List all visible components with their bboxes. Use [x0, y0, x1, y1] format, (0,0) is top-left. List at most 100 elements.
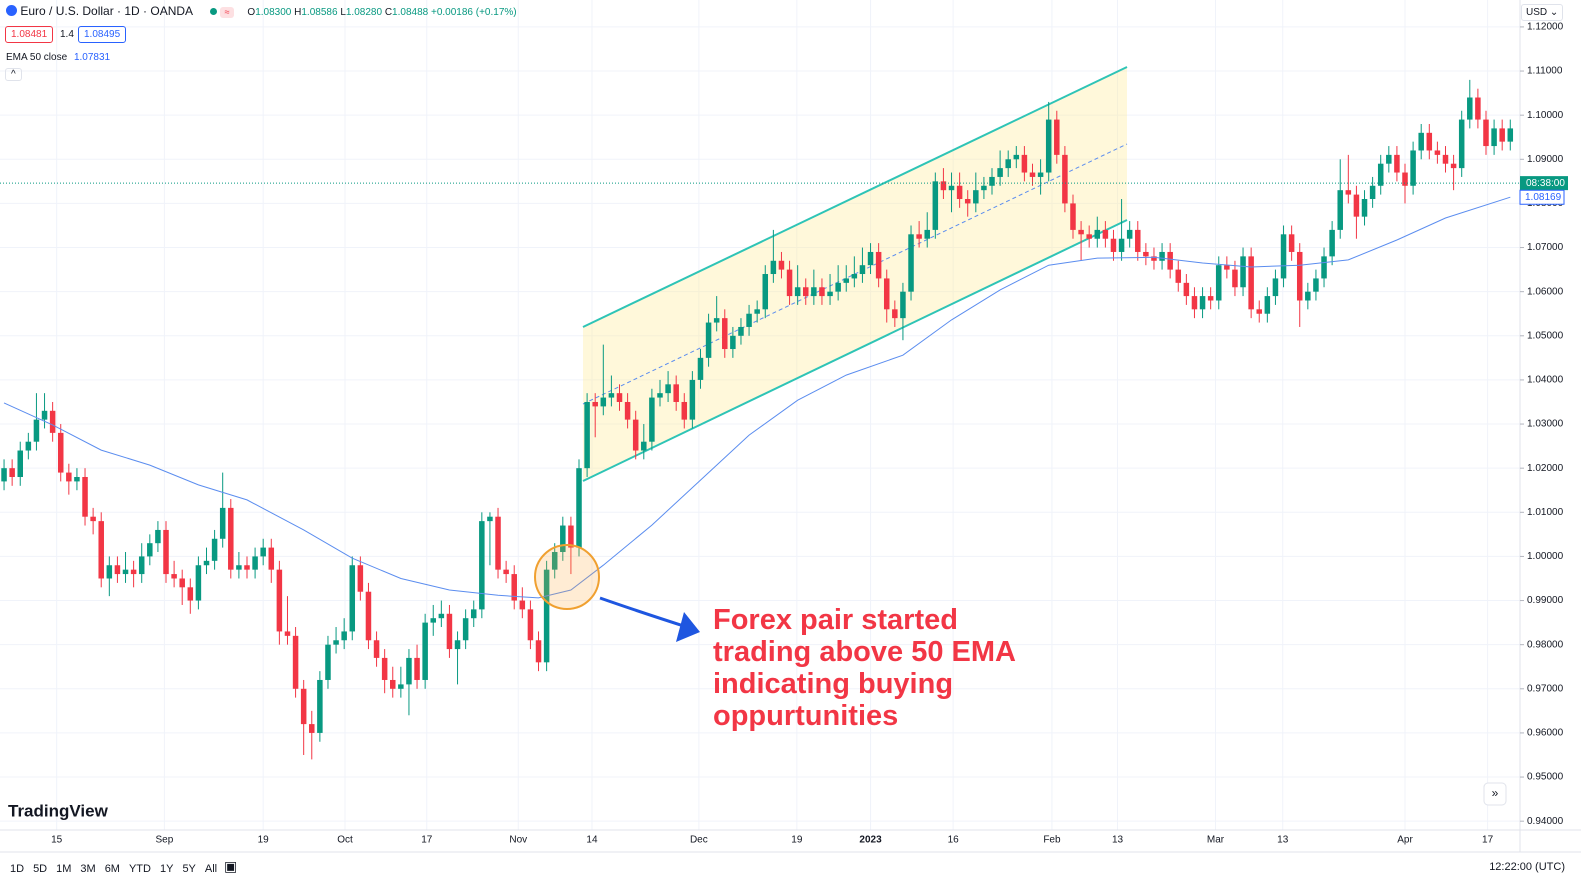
annotation-line: indicating buying [713, 668, 954, 700]
scroll-icon: » [1492, 786, 1499, 800]
y-tick-label: 1.07000 [1527, 242, 1564, 253]
candle-body [1135, 229, 1141, 252]
y-tick-label: 1.12000 [1527, 22, 1564, 33]
timeframe-button[interactable]: 1Y [159, 863, 174, 875]
candle-body [114, 565, 121, 575]
candle-body [438, 613, 445, 619]
y-tick-label: 1.06000 [1527, 286, 1564, 297]
candle-body [1143, 251, 1149, 257]
candle-body [1062, 154, 1068, 204]
x-tick-label: Apr [1397, 835, 1413, 846]
candle-body [738, 326, 744, 336]
l-value: 1.08280 [345, 7, 383, 18]
x-tick-label: Sep [155, 835, 173, 846]
candle-body [705, 322, 712, 358]
candle-body [964, 199, 971, 204]
timeframe-button[interactable]: 5Y [182, 863, 196, 875]
y-tick-label: 1.02000 [1527, 463, 1564, 474]
axes: 0.94000 0.95000 0.96000 0.97000 0.98000 0.990… [51, 22, 1568, 846]
candle-body [1361, 199, 1368, 217]
candle-body [203, 560, 210, 566]
candle-body [1054, 119, 1060, 155]
header: Euro / U.S. Dollar · 1D · OANDA ≈ O1.083… [6, 4, 517, 18]
y-tick-label: 0.94000 [1527, 816, 1564, 827]
date-range-button[interactable]: ▣ [224, 858, 238, 874]
candle-body [600, 397, 607, 407]
indicator-value: 1.07831 [73, 52, 111, 63]
timeframe-button[interactable]: All [204, 863, 218, 875]
candle-body [1321, 256, 1327, 279]
y-tick-label: 1.00000 [1527, 551, 1564, 562]
candle-body [422, 622, 428, 680]
market-status [209, 8, 217, 15]
clock: 12:22:00 (UTC) [1489, 861, 1565, 873]
candle-body [25, 441, 32, 451]
candle-body [252, 556, 258, 570]
o-value: 1.08300 [255, 7, 292, 18]
buy-button[interactable]: 1.08495 [78, 26, 127, 43]
candle-body [406, 657, 412, 685]
timeframe-button[interactable]: YTD [128, 863, 151, 875]
candle-body [519, 600, 526, 610]
candle-body [1013, 154, 1020, 160]
h-label: H [294, 7, 302, 18]
candle-body [1183, 282, 1190, 297]
candle-body [1337, 190, 1343, 230]
candle-body [284, 631, 291, 636]
candle-body [373, 640, 380, 658]
candle-body [1191, 296, 1198, 310]
highlight-circle [534, 544, 600, 610]
candle-body [1078, 229, 1084, 235]
y-tick-label: 1.10000 [1527, 110, 1564, 121]
timeframe-button[interactable]: 1M [56, 863, 72, 875]
candle-body [33, 419, 40, 442]
currency-button[interactable]: USD ⌄ [1521, 4, 1564, 21]
candle-body [859, 265, 866, 275]
x-tick-label: 17 [421, 835, 433, 846]
candle-body [584, 401, 590, 469]
candle-body [989, 176, 995, 186]
candle-body [1094, 229, 1101, 239]
candle-body [1410, 150, 1416, 186]
candle-body [568, 525, 574, 548]
scroll-button[interactable] [1483, 782, 1507, 806]
candle-body [1216, 265, 1222, 301]
symbol-title[interactable]: Euro / U.S. Dollar · 1D · OANDA [20, 4, 193, 18]
candle-body [1118, 238, 1125, 252]
candle-body [1386, 154, 1392, 164]
timeframe-button[interactable]: 3M [80, 863, 96, 875]
candle-body [98, 521, 104, 579]
candle-body [357, 565, 364, 592]
x-tick-label: Oct [337, 835, 353, 846]
candle-body [1353, 194, 1360, 217]
candle-body [835, 282, 841, 292]
candle-body [1256, 309, 1262, 314]
candle-body [1167, 251, 1173, 270]
candle-body [1248, 256, 1254, 310]
x-tick-label: 2023 [859, 835, 882, 846]
candle-body [1450, 163, 1457, 169]
candle-body [1070, 203, 1076, 230]
collapse-button[interactable]: ^ [5, 68, 22, 81]
candle-body [592, 401, 598, 407]
candle-body [495, 516, 501, 570]
candle-body [1224, 265, 1230, 270]
x-tick-label: 13 [1112, 835, 1124, 846]
x-tick-label: 16 [948, 835, 960, 846]
candle-body [551, 552, 558, 570]
timeframe-button[interactable]: 1D [10, 863, 25, 875]
candle-body [511, 574, 517, 601]
spread: 1.4 [60, 29, 74, 40]
ema-line [3, 196, 1511, 599]
candle-body [730, 335, 736, 350]
timeframe-button[interactable]: 6M [104, 863, 120, 875]
candle-body [300, 688, 307, 725]
candle-body [1151, 256, 1157, 261]
candle-body [883, 278, 890, 310]
candle-body [365, 591, 372, 641]
channel-upper [582, 66, 1128, 328]
candle-body [163, 529, 169, 575]
candle-body [535, 640, 542, 663]
sell-button[interactable]: 1.08481 [5, 26, 54, 43]
timeframe-button[interactable]: 5D [33, 863, 48, 875]
